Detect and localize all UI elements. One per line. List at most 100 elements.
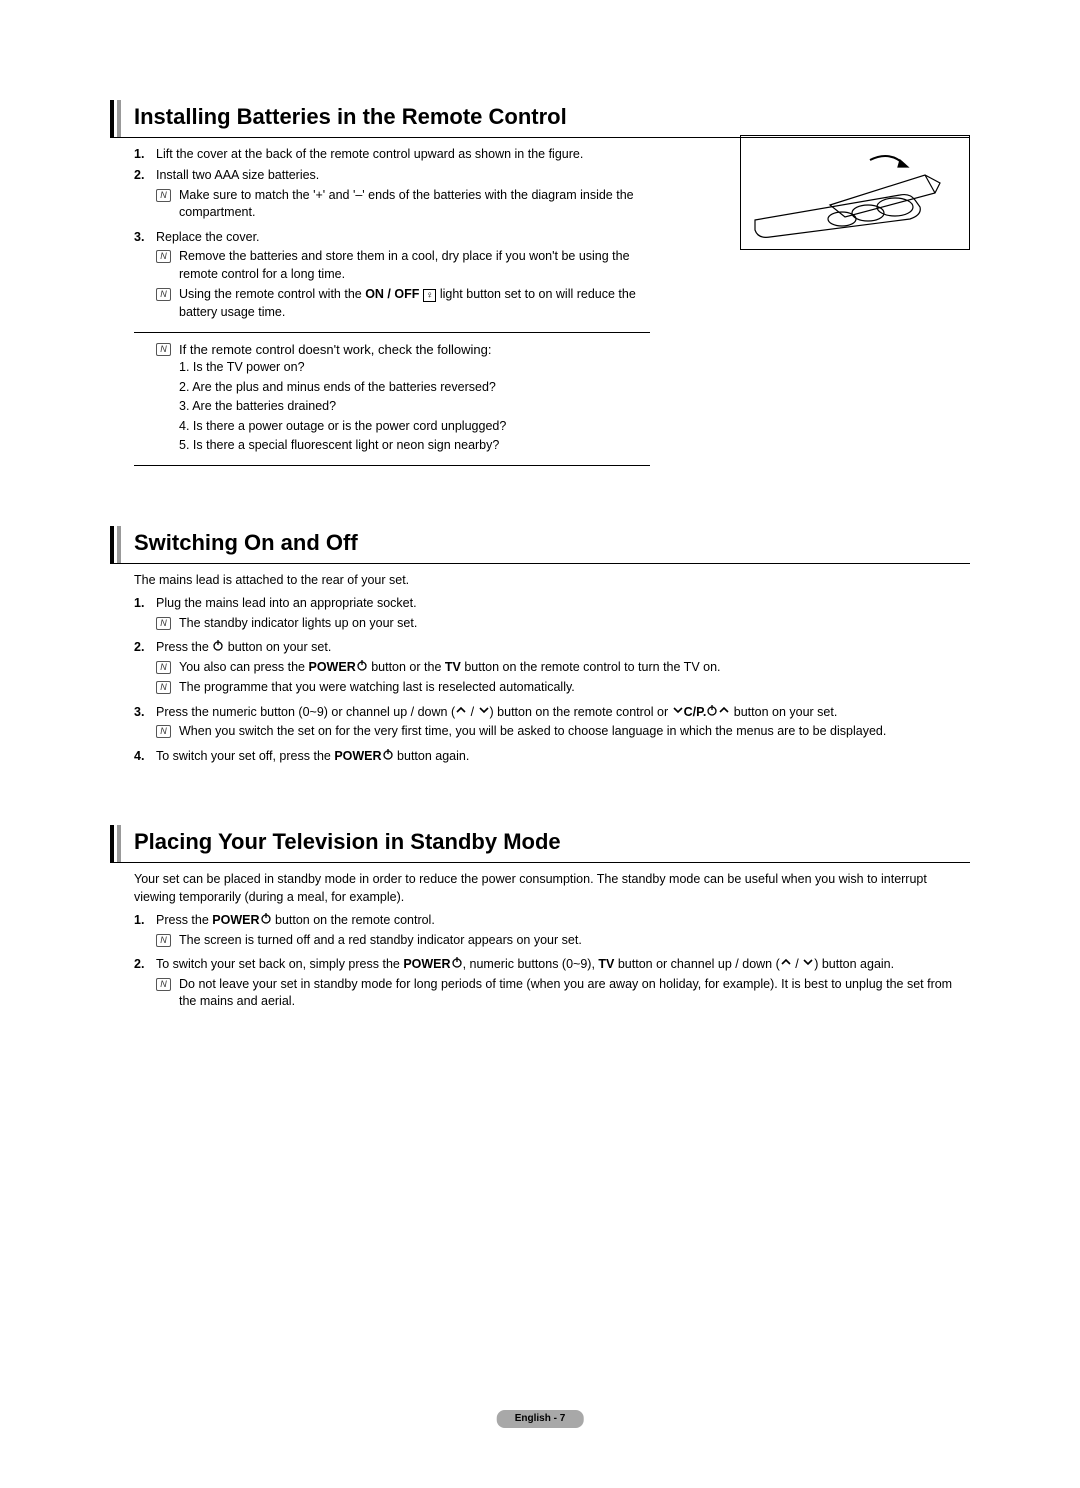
section-switching-on-off: Switching On and Off The mains lead is a… <box>110 526 970 765</box>
list-item: 2.Press the button on your set. NYou also… <box>134 639 970 700</box>
note-icon: N <box>156 617 171 630</box>
item-text: Plug the mains lead into an appropriate … <box>156 595 970 613</box>
note-icon: N <box>156 343 171 356</box>
section-standby-mode: Placing Your Television in Standby Mode … <box>110 825 970 1013</box>
item-number: 1. <box>134 912 156 952</box>
numbered-list: 1.Lift the cover at the back of the remo… <box>134 146 650 325</box>
chevron-up-icon <box>455 704 467 722</box>
item-text: To switch your set off, press the POWER … <box>156 748 970 766</box>
list-item: 1.Lift the cover at the back of the remo… <box>134 146 650 164</box>
item-text: Press the button on your set. <box>156 639 970 657</box>
note-icon: N <box>156 288 171 301</box>
note-list: NWhen you switch the set on for the very… <box>156 723 970 741</box>
note-icon: N <box>156 661 171 674</box>
trouble-item: 1. Is the TV power on? <box>179 359 650 377</box>
note-text: Make sure to match the '+' and '–' ends … <box>179 187 650 222</box>
item-number: 2. <box>134 956 156 1014</box>
note-item: NRemove the batteries and store them in … <box>156 248 650 283</box>
list-item: 3.Press the numeric button (0~9) or chan… <box>134 704 970 744</box>
page-footer: English - 7 <box>497 1410 584 1428</box>
section-body: The mains lead is attached to the rear o… <box>110 572 970 766</box>
intro-text: Your set can be placed in standby mode i… <box>134 871 970 906</box>
power-icon <box>706 704 718 722</box>
power-icon <box>212 639 224 657</box>
item-body: Press the POWER button on the remote con… <box>156 912 970 952</box>
accent-bars <box>110 825 124 862</box>
item-number: 2. <box>134 167 156 225</box>
item-body: Press the numeric button (0~9) or channe… <box>156 704 970 744</box>
section-body: Your set can be placed in standby mode i… <box>110 871 970 1014</box>
item-body: Replace the cover.NRemove the batteries … <box>156 229 650 325</box>
item-text: Press the numeric button (0~9) or channe… <box>156 704 970 722</box>
divider <box>134 465 650 466</box>
note-text: The standby indicator lights up on your … <box>179 615 970 633</box>
note-item: N Using the remote control with the ON / … <box>156 286 650 321</box>
item-number: 3. <box>134 704 156 744</box>
numbered-list: 1.Press the POWER button on the remote c… <box>134 912 970 1014</box>
note-icon: N <box>156 250 171 263</box>
list-item: 1.Press the POWER button on the remote c… <box>134 912 970 952</box>
note-text: Do not leave your set in standby mode fo… <box>179 976 970 1011</box>
note-list: NDo not leave your set in standby mode f… <box>156 976 970 1011</box>
note-list: NRemove the batteries and store them in … <box>156 248 650 321</box>
remote-illustration <box>750 145 960 240</box>
list-item: 1.Plug the mains lead into an appropriat… <box>134 595 970 635</box>
list-item: 2.To switch your set back on, simply pre… <box>134 956 970 1014</box>
item-text: Replace the cover. <box>156 229 650 247</box>
note-icon: N <box>156 725 171 738</box>
power-icon <box>356 659 368 677</box>
light-icon: ♀ <box>423 289 437 302</box>
list-item: 3.Replace the cover.NRemove the batterie… <box>134 229 650 325</box>
power-icon <box>451 956 463 974</box>
trouble-item: 2. Are the plus and minus ends of the ba… <box>179 379 650 397</box>
trouble-item: 5. Is there a special fluorescent light … <box>179 437 650 455</box>
trouble-intro: If the remote control doesn't work, chec… <box>179 341 650 359</box>
item-number: 1. <box>134 595 156 635</box>
chevron-up-icon <box>718 704 730 722</box>
note-list: N Make sure to match the '+' and '–' ends… <box>156 187 650 222</box>
divider <box>134 332 650 333</box>
note-text: The screen is turned off and a red stand… <box>179 932 970 950</box>
item-body: Lift the cover at the back of the remote… <box>156 146 650 164</box>
section-title: Installing Batteries in the Remote Contr… <box>134 100 567 137</box>
item-number: 2. <box>134 639 156 700</box>
item-body: Install two AAA size batteries.NMake sur… <box>156 167 650 225</box>
trouble-item: 3. Are the batteries drained? <box>179 398 650 416</box>
note-item: N Make sure to match the '+' and '–' ends… <box>156 187 650 222</box>
item-number: 1. <box>134 146 156 164</box>
note-item: N The standby indicator lights up on your… <box>156 615 970 633</box>
accent-bars <box>110 526 124 563</box>
item-text: Lift the cover at the back of the remote… <box>156 146 650 164</box>
item-number: 4. <box>134 748 156 766</box>
chevron-down-icon <box>672 704 684 722</box>
list-item: 4.To switch your set off, press the POWE… <box>134 748 970 766</box>
note-item: N The screen is turned off and a red stan… <box>156 932 970 950</box>
note-text: The programme that you were watching las… <box>179 679 970 697</box>
trouble-list: 1. Is the TV power on? 2. Are the plus an… <box>179 359 650 455</box>
section-header: Installing Batteries in the Remote Contr… <box>110 100 970 138</box>
note-list: N The screen is turned off and a red stan… <box>156 932 970 950</box>
note-list: N The standby indicator lights up on your… <box>156 615 970 633</box>
remote-battery-figure <box>740 135 970 250</box>
item-number: 3. <box>134 229 156 325</box>
note-icon: N <box>156 189 171 202</box>
note-list: NYou also can press the POWER button or … <box>156 659 970 697</box>
item-text: To switch your set back on, simply press… <box>156 956 970 974</box>
note-text: Using the remote control with the ON / O… <box>179 286 650 321</box>
intro-text: The mains lead is attached to the rear o… <box>134 572 970 590</box>
power-icon <box>260 912 272 930</box>
item-body: To switch your set off, press the POWER … <box>156 748 970 766</box>
section-title: Switching On and Off <box>134 526 358 563</box>
trouble-item: 4. Is there a power outage or is the pow… <box>179 418 650 436</box>
note-icon: N <box>156 681 171 694</box>
chevron-down-icon <box>802 956 814 974</box>
note-item: NWhen you switch the set on for the very… <box>156 723 970 741</box>
note-item: NDo not leave your set in standby mode f… <box>156 976 970 1011</box>
note-icon: N <box>156 934 171 947</box>
section-header: Placing Your Television in Standby Mode <box>110 825 970 863</box>
section-body: 1.Lift the cover at the back of the remo… <box>110 146 650 466</box>
item-body: To switch your set back on, simply press… <box>156 956 970 1014</box>
chevron-up-icon <box>780 956 792 974</box>
item-body: Press the button on your set. NYou also c… <box>156 639 970 700</box>
numbered-list: 1.Plug the mains lead into an appropriat… <box>134 595 970 765</box>
